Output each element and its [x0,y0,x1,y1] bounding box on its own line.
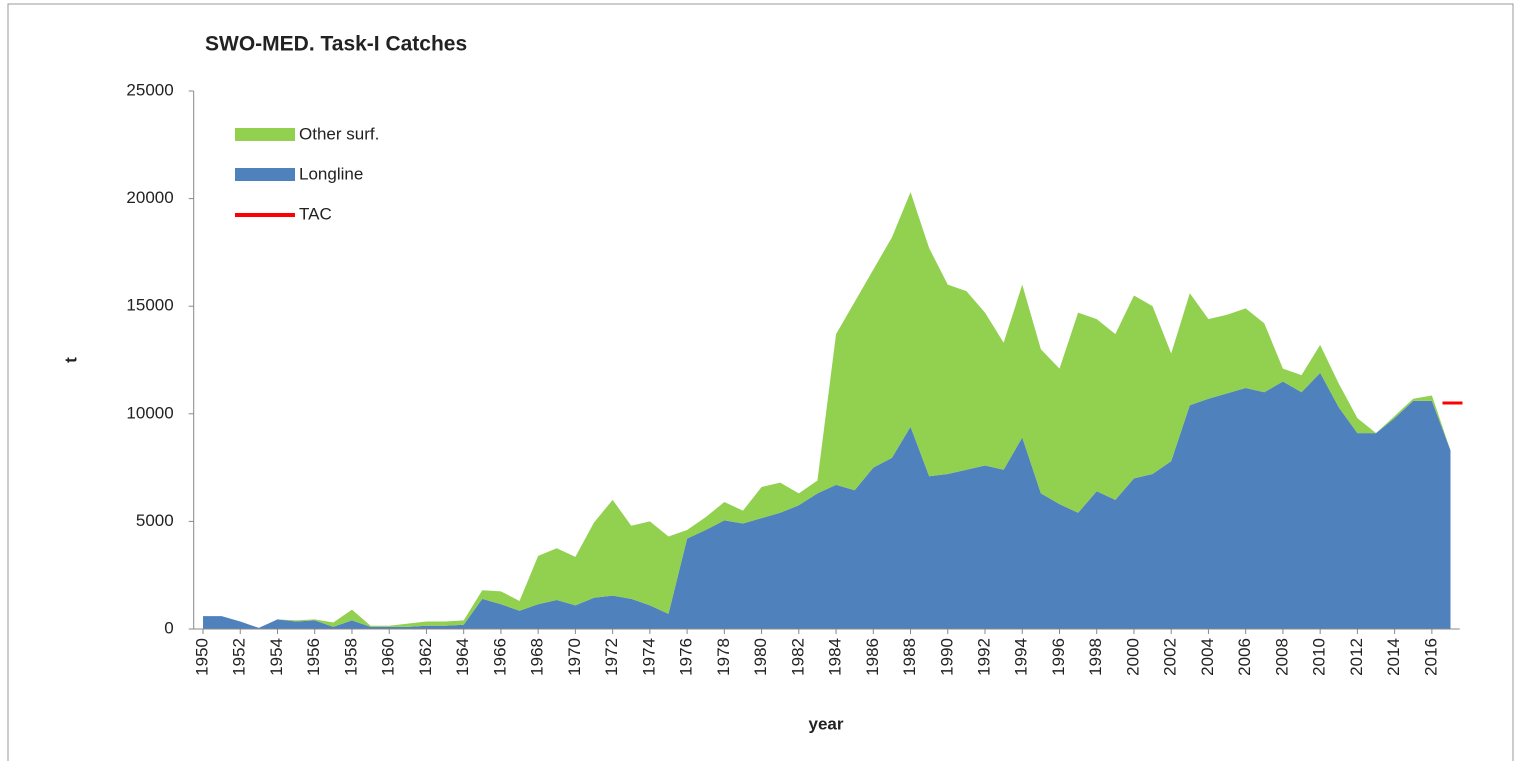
x-tick-label: 1960 [379,638,398,676]
legend-label: Longline [299,164,363,183]
legend-swatch [235,128,295,141]
x-tick-label: 1980 [751,638,770,676]
x-tick-label: 1990 [937,638,956,676]
x-tick-label: 1966 [490,638,509,676]
y-axis-label: t [61,357,80,363]
x-tick-label: 1988 [900,638,919,676]
x-tick-label: 1982 [788,638,807,676]
x-tick-label: 1996 [1049,638,1068,676]
y-tick-label: 5000 [136,511,174,530]
x-tick-label: 1984 [826,638,845,676]
x-tick-label: 1952 [230,638,249,676]
x-tick-label: 1956 [304,638,323,676]
x-tick-label: 1976 [677,638,696,676]
x-tick-label: 1968 [528,638,547,676]
x-tick-label: 1964 [453,638,472,676]
x-tick-label: 1972 [602,638,621,676]
x-tick-label: 2016 [1421,638,1440,676]
x-tick-label: 1970 [565,638,584,676]
x-tick-label: 1986 [863,638,882,676]
x-tick-label: 1958 [341,638,360,676]
x-tick-label: 1950 [192,638,211,676]
y-tick-label: 0 [164,618,173,637]
x-tick-label: 2014 [1384,638,1403,676]
chart-title: SWO-MED. Task-I Catches [205,33,467,56]
x-tick-label: 1954 [267,638,286,676]
y-tick-label: 25000 [126,80,173,99]
y-tick-label: 10000 [126,403,173,422]
legend-swatch [235,168,295,181]
area [203,372,1451,629]
x-tick-label: 1992 [974,638,993,676]
x-tick-label: 1998 [1086,638,1105,676]
x-tick-label: 1974 [639,638,658,676]
x-tick-label: 1978 [714,638,733,676]
area [203,192,1451,628]
y-tick-label: 20000 [126,188,173,207]
x-axis-label: year [809,714,844,733]
x-tick-label: 2010 [1310,638,1329,676]
x-tick-label: 1962 [416,638,435,676]
legend-label: Other surf. [299,124,379,143]
x-tick-label: 2002 [1161,638,1180,676]
x-tick-label: 2004 [1198,638,1217,676]
x-tick-label: 2000 [1123,638,1142,676]
x-tick-label: 2006 [1235,638,1254,676]
legend-label: TAC [299,204,332,223]
x-tick-label: 2008 [1272,638,1291,676]
x-tick-label: 2012 [1347,638,1366,676]
y-tick-label: 15000 [126,296,173,315]
x-tick-label: 1994 [1012,638,1031,676]
